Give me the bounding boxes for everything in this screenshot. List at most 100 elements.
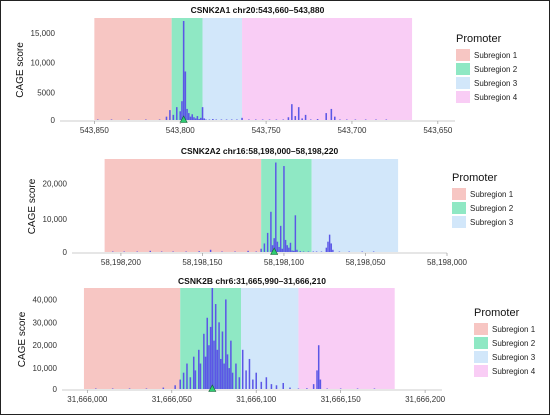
- data-bar: [339, 119, 341, 120]
- data-bar: [234, 251, 236, 252]
- legend-swatch: [452, 188, 466, 200]
- data-bar: [189, 377, 192, 389]
- data-bar: [299, 251, 301, 252]
- legend-label: Subregion 1: [474, 51, 518, 60]
- data-bar: [275, 385, 278, 389]
- data-bar: [302, 251, 305, 252]
- data-bar: [169, 110, 171, 120]
- data-bar: [361, 251, 363, 252]
- data-bar: [247, 250, 249, 252]
- legend-label: Subregion 2: [470, 204, 514, 213]
- y-tick-label: 10,000: [43, 215, 68, 224]
- x-tick-label: 58,198,200: [101, 258, 142, 267]
- data-bar: [276, 241, 279, 252]
- data-bar: [215, 119, 218, 120]
- legend-swatch: [456, 63, 470, 75]
- data-bar: [282, 382, 285, 389]
- legend-swatch: [474, 323, 488, 335]
- y-axis-label: CAGE score: [27, 178, 38, 234]
- data-bar: [334, 116, 336, 120]
- legend: Promoter Subregion 1 Subregion 2 Subregion …: [474, 307, 536, 377]
- data-bar: [356, 388, 359, 389]
- legend-title: Promoter: [452, 172, 498, 184]
- data-bar: [263, 243, 266, 252]
- legend-label: Subregion 1: [470, 190, 514, 199]
- x-tick-label: 31,666,000: [67, 395, 108, 404]
- data-bar: [127, 119, 130, 120]
- data-bar: [261, 119, 264, 120]
- data-bar: [201, 107, 204, 120]
- data-bar: [283, 166, 285, 252]
- legend-label: Subregion 4: [492, 367, 536, 376]
- data-bar: [111, 388, 114, 389]
- data-bar: [327, 241, 329, 252]
- data-bar: [226, 354, 229, 389]
- legend-swatch: [474, 365, 488, 377]
- data-bar: [288, 247, 290, 252]
- data-bar: [301, 118, 303, 120]
- y-axis-label: CAGE score: [17, 311, 28, 367]
- legend-label: Subregion 2: [492, 339, 536, 348]
- data-bar: [181, 101, 183, 120]
- data-bar: [238, 377, 241, 389]
- y-tick-label: 40,000: [33, 295, 58, 304]
- data-bar: [192, 356, 195, 389]
- data-bar: [348, 251, 350, 252]
- data-bar: [312, 384, 315, 389]
- data-bar: [196, 116, 199, 120]
- data-bar: [255, 372, 257, 389]
- data-bar: [375, 119, 377, 120]
- data-bar: [209, 249, 212, 252]
- legend-swatch: [456, 77, 470, 89]
- x-tick-label: 58,198,050: [345, 258, 386, 267]
- data-bar: [97, 119, 99, 120]
- legend-label: Subregion 1: [492, 325, 536, 334]
- data-bar: [332, 249, 334, 252]
- data-bar: [248, 119, 250, 120]
- subregion-band-2: [171, 18, 203, 120]
- data-bar: [312, 251, 315, 252]
- data-bar: [203, 333, 205, 389]
- data-bar: [145, 119, 147, 120]
- legend-swatch: [452, 202, 466, 214]
- data-bar: [268, 119, 271, 120]
- legend-label: Subregion 3: [474, 79, 518, 88]
- data-bar: [316, 119, 319, 120]
- data-bar: [294, 215, 297, 252]
- x-tick-label: 58,198,100: [264, 258, 305, 267]
- y-tick-label: 0: [53, 385, 58, 394]
- data-bar: [204, 356, 207, 389]
- data-bar: [179, 379, 181, 389]
- data-bar: [338, 251, 341, 252]
- x-tick-label: 58,198,000: [427, 258, 468, 267]
- data-bar: [208, 345, 210, 389]
- data-bar: [372, 251, 375, 252]
- data-bar: [213, 340, 215, 389]
- x-tick-label: 543,650: [423, 126, 452, 135]
- chart-title: CSNK2B chr6:31,665,990–31,666,210: [178, 276, 326, 286]
- x-tick-label: 31,666,050: [152, 395, 193, 404]
- data-bar: [235, 363, 237, 389]
- data-bar: [198, 119, 200, 120]
- data-bar: [354, 119, 357, 120]
- data-bar: [260, 381, 263, 389]
- data-bar: [270, 211, 272, 252]
- tss-marker: [270, 247, 279, 255]
- data-bar: [281, 248, 284, 252]
- data-bar: [326, 388, 328, 389]
- data-bar: [206, 317, 209, 389]
- x-tick-label: 58,198,150: [182, 258, 223, 267]
- data-bar: [230, 119, 233, 120]
- data-bar: [211, 288, 214, 389]
- y-tick-label: 0: [51, 116, 56, 125]
- legend-title: Promoter: [456, 33, 502, 45]
- data-bar: [289, 387, 291, 389]
- data-bar: [252, 379, 254, 389]
- y-tick-label: 20,000: [43, 180, 68, 189]
- subregion-band-3: [202, 18, 243, 120]
- legend-swatch: [452, 216, 466, 228]
- data-bar: [221, 331, 224, 389]
- data-bar: [214, 304, 217, 389]
- data-bar: [194, 370, 197, 389]
- subregion-band-2: [261, 159, 312, 252]
